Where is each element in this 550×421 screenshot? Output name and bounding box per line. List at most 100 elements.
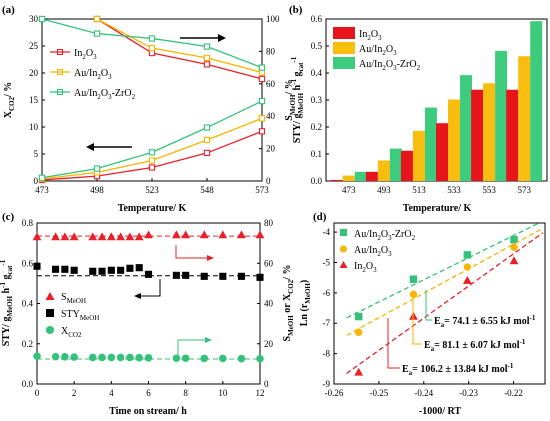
bar-Au/In2O3-493 [377, 160, 390, 181]
x-tick-label: 473 [342, 185, 356, 195]
x-tick-label: -0.23 [459, 388, 478, 398]
data-point-smeoh [172, 230, 181, 239]
x-tick-label: 573 [517, 185, 531, 195]
data-point-xco2 [144, 354, 153, 362]
data-point-Au/In2O3-ZrO2-S_MeOH [148, 35, 156, 42]
bar-Au/In2O3-ZrO2-573 [530, 21, 543, 181]
legend-label-xco2: XCO2 [61, 326, 82, 339]
panel-c-axes: 0 2 4 6 8 10 12 0.0 0.2 0.4 0.6 0.8 0 20 40 60 80 [22, 218, 274, 398]
data-point-sty [107, 266, 115, 274]
data-point-Au/In2O3 [409, 290, 418, 299]
data-point-xco2 [135, 353, 144, 362]
data-point-sty [117, 266, 125, 274]
data-point-xco2 [219, 354, 227, 363]
data-point-smeoh [60, 232, 70, 241]
y-tick-label-left: 15 [29, 95, 39, 105]
legend-marker-d-au [340, 245, 347, 253]
panel-d-frame [333, 222, 546, 385]
data-point-xco2 [181, 354, 190, 363]
bar-Au/In2O3-ZrO2-493 [389, 148, 402, 181]
x-tick-label: 548 [200, 185, 214, 195]
data-point-Au/In2O3-S_MeOH [148, 45, 156, 52]
panel-a-xlabel: Temperature/ K [118, 203, 187, 214]
data-point-xco2 [51, 352, 60, 361]
legend-label-b-in2o3: In2O3 [359, 29, 382, 42]
data-point-sty [61, 265, 69, 273]
data-point-smeoh [181, 230, 191, 239]
data-point-sty [98, 267, 106, 275]
data-point-In2O3-X_CO2 [258, 128, 266, 135]
panel-c-ylabel-left: STY/ gMeOH h-1 gcat-1 [0, 259, 14, 346]
panel-c-arrow-green [177, 337, 212, 355]
fit-line-In2O3 [346, 232, 544, 374]
panel-d-ylabel: Ln (rMeOH) [299, 280, 312, 326]
data-point-sty [200, 272, 208, 280]
legend-label-d-in2o3: In2O3 [354, 261, 377, 274]
ea-annotation-au: Ea= 81.1 ± 6.07 kJ mol-1 [412, 300, 526, 353]
legend-marker-d-in2o3 [339, 261, 348, 268]
y-tick-label: 0.3 [311, 95, 323, 105]
legend-marker-smeoh [45, 292, 55, 300]
panel-a-arrow-left [86, 143, 132, 151]
legend-swatch-in2o3 [333, 27, 355, 39]
y-tick-label-right: 60 [264, 258, 274, 268]
legend-marker-xco2 [46, 326, 54, 334]
legend-label-d-au: Au/In2O3 [354, 245, 392, 258]
data-point-smeoh [69, 232, 79, 241]
panel-d: (d) -0.26 -0.25 -0.24 -0.23 -0.22-9-8-7-6-5-… [299, 211, 546, 417]
y-tick-label-right: 80 [266, 46, 276, 56]
y-tick-label-left: 0.8 [22, 218, 34, 228]
panel-a-plot [38, 15, 266, 184]
x-tick-label: 2 [72, 388, 77, 398]
data-point-smeoh [125, 232, 135, 241]
x-tick-label: 523 [145, 185, 159, 195]
x-tick-label: 10 [218, 388, 228, 398]
data-point-sty [256, 273, 264, 281]
data-point-Au/In2O3-ZrO2 [510, 235, 518, 244]
data-point-xco2 [98, 353, 106, 362]
y-tick-label: -4 [323, 227, 331, 237]
panel-b-plot [330, 21, 543, 182]
data-point-xco2 [126, 353, 134, 362]
legend-label-in2o3: In2O3 [74, 48, 97, 61]
panel-c-legend: SMeOH STYMeOH XCO2 [45, 292, 99, 339]
data-point-Au/In2O3-ZrO2-S_MeOH [258, 64, 266, 71]
y-tick-label-right: 0 [264, 379, 269, 389]
data-point-sty [172, 271, 180, 279]
data-point-sty [126, 264, 134, 272]
panel-b-label: (b) [289, 4, 303, 16]
bar-Au/In2O3-553 [483, 83, 496, 181]
legend-label-b-au-in2o3-zro2: Au/In2O3-ZrO2 [359, 59, 421, 72]
y-tick-label-right: 40 [264, 299, 274, 309]
y-tick-label: 0.2 [311, 122, 322, 132]
panel-b-axes: 0.0 0.1 0.2 0.3 0.4 0.5 0.6 473 493 513 533 553 573 [311, 14, 532, 195]
data-point-xco2 [88, 353, 97, 362]
panel-d-xlabel: -1000/ RT [419, 406, 461, 417]
data-point-Au/In2O3-ZrO2-S_MeOH [38, 15, 46, 23]
y-tick-label-left: 0 [34, 176, 39, 186]
bar-In2O3-533 [436, 123, 449, 181]
bar-Au/In2O3-573 [518, 56, 531, 182]
legend-marker-in2o3 [56, 48, 64, 56]
data-point-sty [237, 272, 245, 280]
y-tick-label-left: 25 [29, 41, 39, 51]
y-tick-label: -8 [323, 349, 331, 359]
bar-In2O3-573 [506, 89, 519, 181]
data-point-Au/In2O3-S_MeOH [93, 15, 101, 23]
panel-a: (a) 473 498 523 548 573051015202530020406080… [2, 4, 297, 214]
data-point-xco2 [172, 354, 181, 363]
data-point-xco2 [256, 354, 264, 363]
legend-label-b-au-in2o3: Au/In2O3 [359, 44, 397, 57]
data-point-sty [182, 271, 190, 279]
legend-label-au-in2o3: Au/In2O3 [74, 68, 112, 81]
data-point-xco2 [33, 352, 41, 361]
data-point-Au/In2O3-ZrO2 [463, 251, 472, 259]
y-tick-label-right: 20 [266, 144, 276, 154]
data-point-smeoh [116, 232, 125, 241]
panel-a-arrow-right [180, 34, 226, 42]
ea-label-au: Ea= 81.1 ± 6.07 kJ mol-1 [424, 338, 526, 353]
data-point-Au/In2O3 [354, 328, 363, 337]
panel-b-legend: In2O3 Au/In2O3 Au/In2O3-ZrO2 [333, 27, 421, 72]
x-tick-label: -0.22 [504, 388, 523, 398]
